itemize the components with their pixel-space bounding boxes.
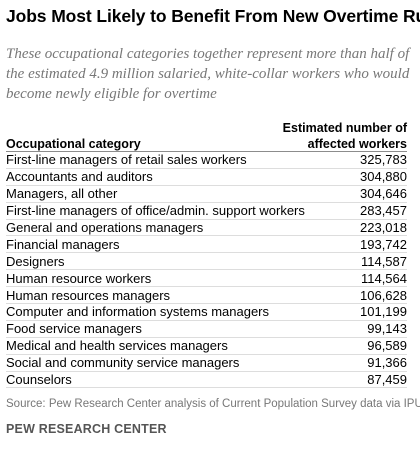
row-value: 96,589 — [367, 338, 407, 354]
row-category: Counselors — [6, 372, 72, 388]
brand-label: PEW RESEARCH CENTER — [6, 422, 167, 436]
table-row: Computer and information systems manager… — [6, 304, 407, 321]
row-category: Financial managers — [6, 236, 120, 252]
table-row: General and operations managers 223,018 — [6, 220, 407, 237]
row-value: 223,018 — [360, 220, 407, 235]
data-table: First-line managers of retail sales work… — [6, 151, 407, 389]
row-value: 114,564 — [360, 270, 407, 286]
table-row: Counselors 87,459 — [6, 372, 407, 389]
row-category: Medical and health services managers — [6, 338, 228, 354]
row-value: 304,880 — [360, 169, 407, 185]
chart-subtitle: These occupational categories together r… — [6, 46, 410, 102]
table-row: Social and community service managers 91,… — [6, 355, 407, 372]
row-value: 304,646 — [360, 186, 407, 202]
row-value: 87,459 — [367, 372, 407, 388]
row-category: General and operations managers — [6, 220, 204, 235]
row-category: Human resources managers — [6, 287, 171, 303]
row-value: 101,199 — [360, 304, 407, 320]
table-row: Human resources managers 106,628 — [6, 287, 407, 305]
row-value: 283,457 — [360, 203, 407, 219]
table-row: Accountants and auditors 304,880 — [6, 169, 407, 186]
row-category: First-line managers of retail sales work… — [6, 152, 247, 168]
row-category: Designers — [6, 253, 65, 269]
row-value: 114,587 — [360, 253, 407, 269]
row-category: Computer and information systems manager… — [6, 304, 270, 320]
row-category: Human resource workers — [6, 270, 152, 286]
table-row: First-line managers of office/admin. sup… — [6, 203, 407, 220]
table-row: Medical and health services managers 96,5… — [6, 338, 407, 355]
table-row: Human resource workers 114,564 — [6, 270, 407, 288]
table-row: Food service managers 99,143 — [6, 321, 407, 338]
row-category: First-line managers of office/admin. sup… — [6, 203, 305, 219]
row-category: Social and community service managers — [6, 355, 240, 371]
row-value: 193,742 — [360, 236, 407, 252]
column-header-category: Occupational category — [6, 137, 141, 151]
chart-title: Jobs Most Likely to Benefit From New Ove… — [6, 6, 420, 26]
table-row: Managers, all other 304,646 — [6, 186, 407, 203]
table-row: Financial managers 193,742 — [6, 236, 407, 254]
row-value: 99,143 — [367, 321, 407, 337]
row-value: 91,366 — [367, 355, 407, 371]
row-category: Managers, all other — [6, 186, 118, 202]
row-category: Accountants and auditors — [6, 169, 153, 185]
row-value: 106,628 — [360, 287, 407, 303]
column-header-value: Estimated number of affected workers — [282, 121, 407, 151]
table-row: Designers 114,587 — [6, 253, 407, 271]
table-row: First-line managers of retail sales work… — [6, 152, 407, 169]
row-category: Food service managers — [6, 321, 142, 337]
row-value: 325,783 — [360, 152, 407, 168]
source-note: Source: Pew Research Center analysis of … — [6, 398, 420, 410]
